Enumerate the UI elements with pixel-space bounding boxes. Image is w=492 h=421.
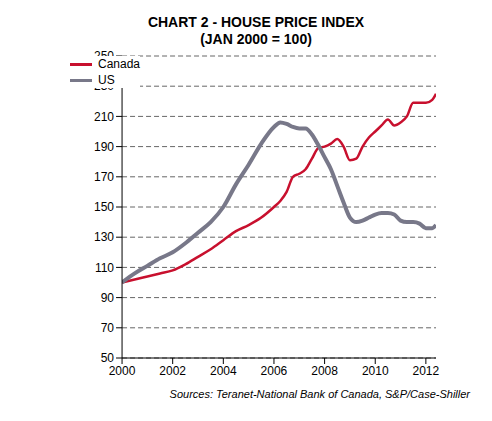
svg-text:90: 90 (101, 291, 115, 305)
svg-text:2002: 2002 (159, 364, 186, 378)
svg-text:70: 70 (101, 321, 115, 335)
svg-text:210: 210 (94, 110, 114, 124)
svg-text:110: 110 (95, 261, 114, 275)
svg-text:2004: 2004 (210, 364, 237, 378)
svg-text:2008: 2008 (311, 364, 338, 378)
svg-text:130: 130 (94, 230, 114, 244)
svg-text:2012: 2012 (413, 364, 440, 378)
svg-text:50: 50 (101, 351, 115, 365)
svg-text:230: 230 (94, 79, 114, 93)
svg-text:190: 190 (94, 140, 114, 154)
svg-text:250: 250 (94, 49, 114, 63)
svg-text:150: 150 (94, 200, 114, 214)
svg-text:170: 170 (94, 170, 114, 184)
svg-text:2010: 2010 (362, 364, 389, 378)
svg-text:2000: 2000 (109, 364, 136, 378)
svg-text:2006: 2006 (261, 364, 288, 378)
